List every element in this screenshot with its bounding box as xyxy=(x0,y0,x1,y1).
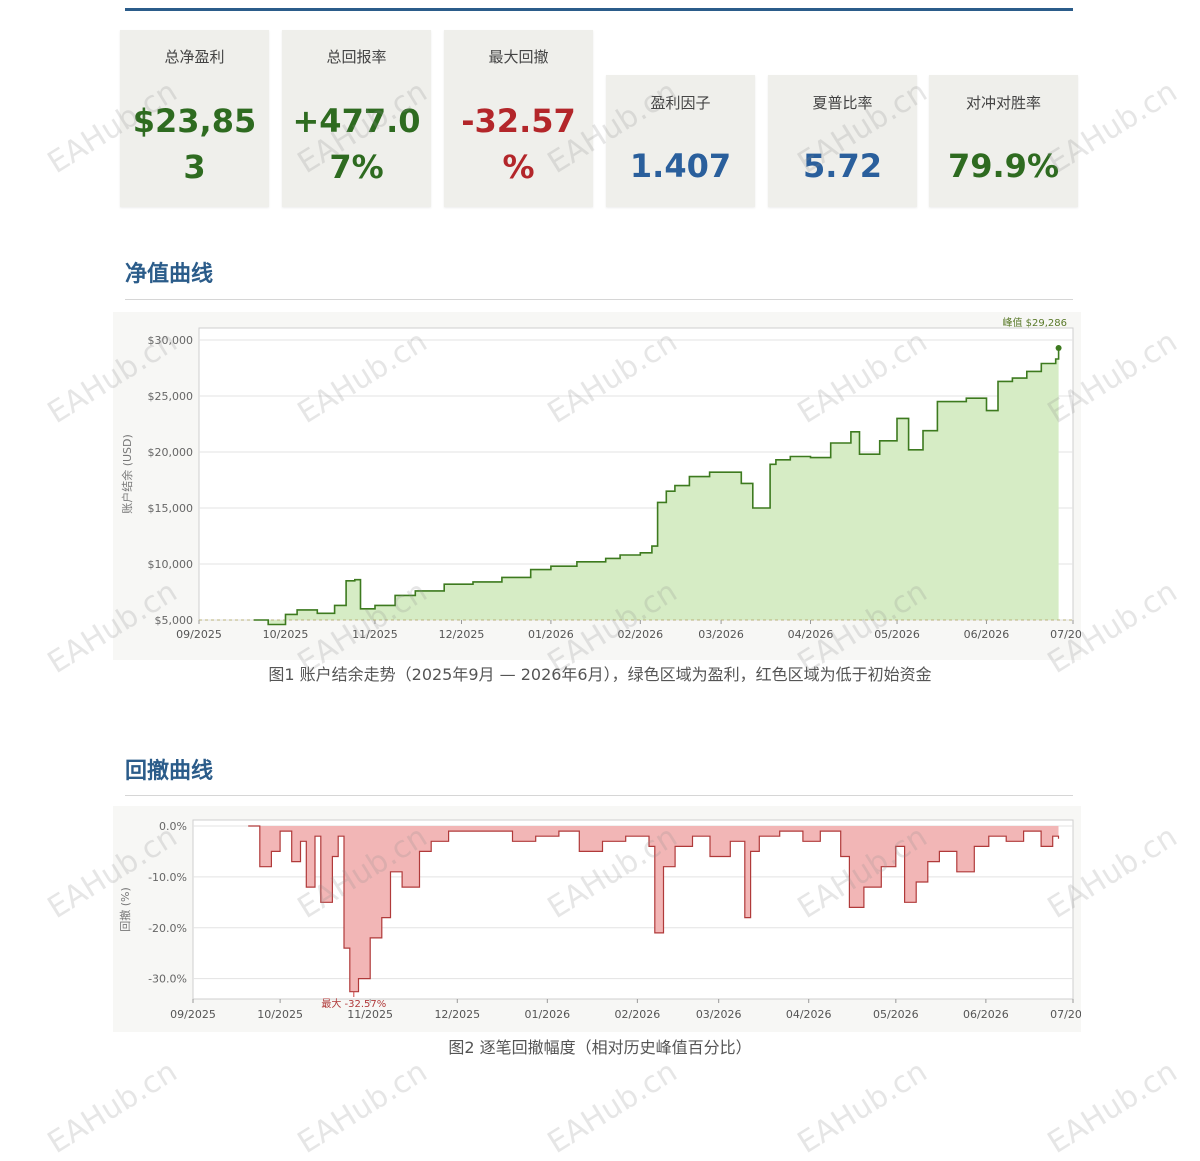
kpi-value: 1.407 xyxy=(629,147,732,185)
x-tick-label: 07/2026 xyxy=(1050,628,1081,641)
x-tick-label: 09/2025 xyxy=(170,1008,216,1021)
x-tick-label: 02/2026 xyxy=(617,628,663,641)
x-tick-label: 01/2026 xyxy=(524,1008,570,1021)
y-tick-label: $30,000 xyxy=(148,334,194,347)
x-tick-label: 03/2026 xyxy=(696,1008,742,1021)
kpi-label: 总回报率 xyxy=(326,48,387,66)
x-tick-label: 10/2025 xyxy=(263,628,309,641)
drawdown-section-rule xyxy=(125,795,1073,796)
x-tick-label: 04/2026 xyxy=(788,628,834,641)
peak-marker xyxy=(1055,345,1062,351)
y-tick-label: $5,000 xyxy=(155,614,194,627)
kpi-label: 最大回撤 xyxy=(488,48,549,66)
equity-chart: $5,000 $10,000 $15,000 $20,000 $25,000 $30,00… xyxy=(120,316,1096,641)
kpi-value: +477.0 7% xyxy=(292,102,421,186)
y-tick-label: $10,000 xyxy=(148,558,194,571)
drawdown-area xyxy=(248,826,1059,992)
kpi-card: 总净盈利 $23,85 3 xyxy=(120,30,269,207)
x-tick-label: 11/2025 xyxy=(347,1008,393,1021)
watermark: EAHub.cn xyxy=(541,1054,684,1161)
top-rule xyxy=(125,8,1073,11)
x-tick-label: 06/2026 xyxy=(964,628,1010,641)
equity-area xyxy=(253,348,1059,625)
x-tick-label: 05/2026 xyxy=(874,628,920,641)
drawdown-line xyxy=(248,825,1060,993)
kpi-card: 总回报率 +477.0 7% xyxy=(282,30,431,207)
x-tick-label: 02/2026 xyxy=(615,1008,661,1021)
kpi-card: 最大回撤 -32.57% xyxy=(444,30,593,207)
y-axis-label: 回撤 (%) xyxy=(118,887,132,932)
kpi-label: 总净盈利 xyxy=(164,48,225,66)
peak-annotation: 峰值 $29,286 xyxy=(1002,316,1067,329)
kpi-value: $23,85 3 xyxy=(132,102,257,186)
x-tick-label: 07/2026 xyxy=(1050,1008,1081,1021)
equity-section-rule xyxy=(125,299,1073,300)
y-tick-label: -20.0% xyxy=(148,922,187,935)
kpi-card: 盈利因子 1.407 xyxy=(606,75,755,207)
y-tick-label: $15,000 xyxy=(148,502,194,515)
watermark: EAHub.cn xyxy=(291,1054,434,1161)
x-tick-label: 01/2026 xyxy=(528,628,574,641)
equity-chart-panel: $5,000 $10,000 $15,000 $20,000 $25,000 $30,00… xyxy=(113,312,1096,660)
x-tick-label: 03/2026 xyxy=(698,628,744,641)
x-tick-label: 09/2025 xyxy=(176,628,222,641)
watermark: EAHub.cn xyxy=(1041,1054,1184,1161)
y-tick-label: -10.0% xyxy=(148,871,187,884)
x-tick-label: 11/2025 xyxy=(352,628,398,641)
y-tick-label: $20,000 xyxy=(148,446,194,459)
x-tick-label: 05/2026 xyxy=(873,1008,919,1021)
kpi-value: 5.72 xyxy=(803,147,882,185)
drawdown-caption: 图2 逐笔回撤幅度（相对历史峰值百分比） xyxy=(448,1038,752,1057)
kpi-label: 盈利因子 xyxy=(650,94,711,112)
drawdown-section-title: 回撤曲线 xyxy=(125,759,214,784)
watermark: EAHub.cn xyxy=(791,1054,934,1161)
x-tick-label: 12/2025 xyxy=(439,628,485,641)
kpi-label: 夏普比率 xyxy=(812,94,873,112)
kpi-value: 79.9% xyxy=(947,147,1059,185)
kpi-card: 夏普比率 5.72 xyxy=(768,75,917,207)
x-tick-label: 04/2026 xyxy=(786,1008,832,1021)
drawdown-chart: 0.0% -10.0% -20.0% -30.0% 09/2025 10/2025 11/2… xyxy=(118,819,1096,1021)
drawdown-chart-panel: 0.0% -10.0% -20.0% -30.0% 09/2025 10/2025 11/2… xyxy=(113,806,1096,1032)
y-tick-label: $25,000 xyxy=(148,390,194,403)
kpi-card: 对冲对胜率 79.9% xyxy=(929,75,1078,207)
x-tick-label: 12/2025 xyxy=(434,1008,480,1021)
y-axis-label: 账户结余 (USD) xyxy=(120,434,134,514)
kpi-label: 对冲对胜率 xyxy=(965,94,1041,112)
x-tick-label: 06/2026 xyxy=(963,1008,1009,1021)
equity-line xyxy=(253,348,1060,626)
kpi-value: -32.57% xyxy=(461,102,576,186)
equity-caption: 图1 账户结余走势（2025年9月 — 2026年6月），绿色区域为盈利，红色区… xyxy=(268,665,932,684)
equity-section-title: 净值曲线 xyxy=(125,262,214,287)
y-tick-label: 0.0% xyxy=(159,820,187,833)
max-drawdown-annotation: 最大 -32.57% xyxy=(321,997,386,1010)
x-tick-label: 10/2025 xyxy=(257,1008,303,1021)
y-tick-label: -30.0% xyxy=(148,973,187,986)
watermark: EAHub.cn xyxy=(41,1054,184,1161)
